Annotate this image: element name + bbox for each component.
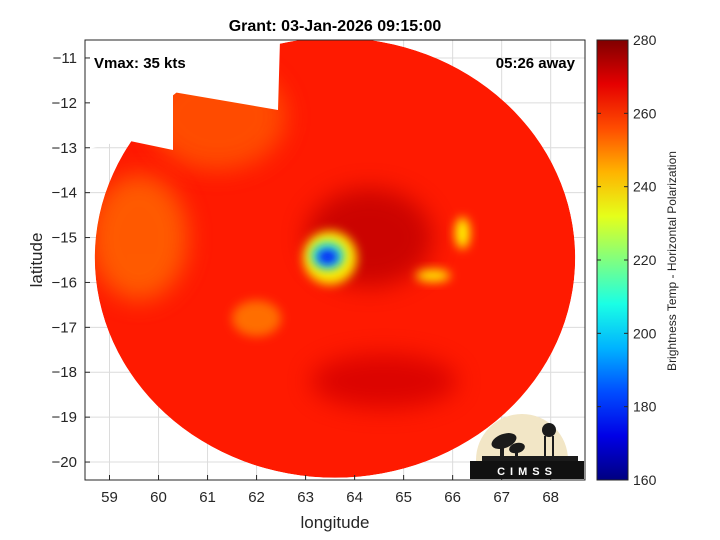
x-tick-label: 67 [493, 489, 510, 506]
swath-image [94, 40, 576, 478]
cimss-logo-text: CIMSS [497, 466, 557, 478]
colorbar-gradient [596, 39, 629, 481]
x-tick-label: 61 [199, 489, 216, 506]
temperature-feature [455, 217, 470, 249]
temperature-feature [310, 354, 458, 409]
temperature-feature [232, 300, 282, 337]
x-axis-label: longitude [300, 513, 369, 532]
axis-ticks: 59 60 61 62 63 64 65 66 67 68 −11 −12 −13 −14 −15 −16 −1… [52, 50, 559, 506]
y-tick-label: −14 [52, 185, 77, 202]
x-tick-label: 60 [150, 489, 167, 506]
colorbar-tick-label: 180 [633, 399, 657, 415]
colorbar-tick-label: 200 [633, 325, 657, 341]
vmax-annotation: Vmax: 35 kts [94, 55, 186, 72]
temperature-feature [415, 269, 451, 283]
missing-data-region [85, 40, 280, 150]
colorbar-label: Brightness Temp - Horizontal Polarizatio… [665, 151, 679, 371]
temperature-feature [316, 248, 339, 265]
x-tick-label: 62 [248, 489, 265, 506]
y-tick-label: −18 [52, 364, 77, 381]
swath-group [85, 40, 576, 478]
x-tick-label: 65 [395, 489, 412, 506]
y-tick-label: −12 [52, 95, 77, 112]
cimss-logo: CIMSS [470, 414, 584, 479]
y-tick-label: −20 [52, 454, 77, 471]
time-away-annotation: 05:26 away [496, 55, 576, 72]
colorbar: 160 180 200 220 240 260 280 [596, 32, 657, 488]
x-tick-label: 68 [542, 489, 559, 506]
colorbar-tick-label: 280 [633, 32, 657, 48]
colorbar-tick-label: 240 [633, 179, 657, 195]
y-tick-label: −13 [52, 140, 77, 157]
y-tick-label: −19 [52, 409, 77, 426]
colorbar-tick-label: 220 [633, 252, 657, 268]
y-tick-label: −15 [52, 230, 77, 247]
y-tick-label: −11 [53, 50, 77, 67]
y-axis-label: latitude [27, 233, 46, 288]
y-tick-label: −16 [52, 274, 77, 291]
plot-layer: 59 60 61 62 63 64 65 66 67 68 −11 −12 −13 −14 −15 −16 −1… [52, 32, 657, 506]
x-tick-label: 63 [297, 489, 314, 506]
axes-frame [84, 39, 586, 481]
colorbar-tick-label: 160 [633, 472, 657, 488]
y-tick-label: −17 [52, 319, 77, 336]
chart-title: Grant: 03-Jan-2026 09:15:00 [229, 18, 442, 35]
colorbar-tick-label: 260 [633, 105, 657, 121]
x-tick-label: 59 [101, 489, 118, 506]
x-tick-label: 64 [346, 489, 363, 506]
temperature-feature [94, 174, 188, 301]
x-tick-label: 66 [444, 489, 461, 506]
